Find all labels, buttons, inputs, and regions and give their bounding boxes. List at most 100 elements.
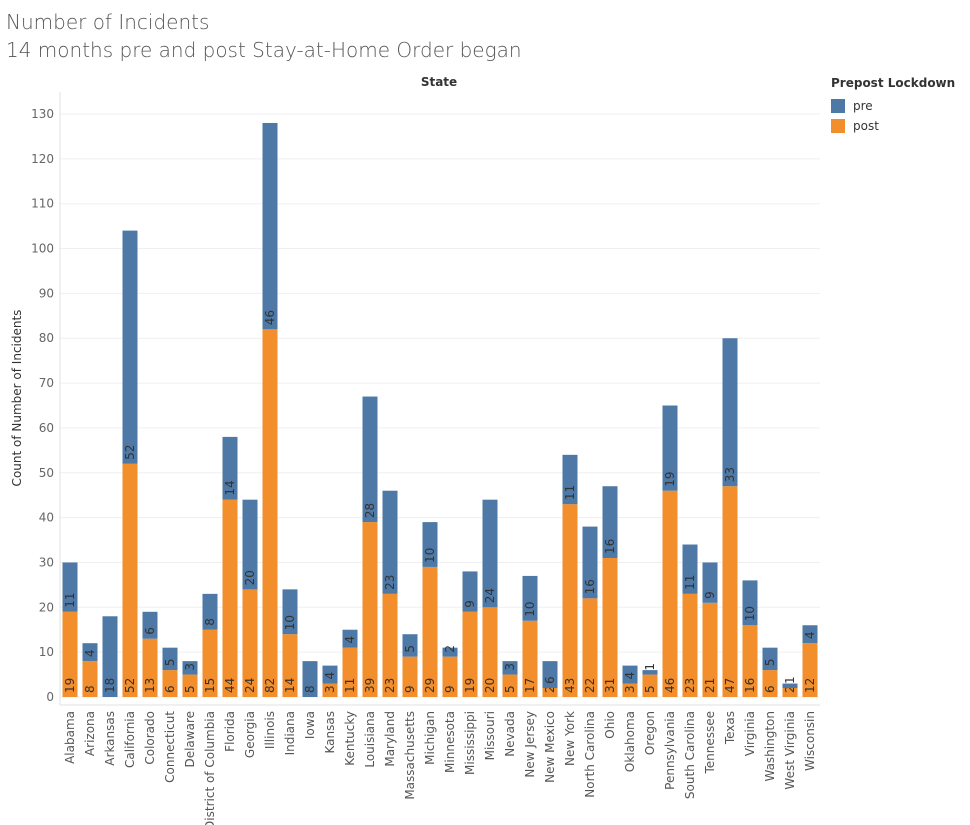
x-tick-label: Mississippi	[463, 711, 477, 775]
bar-post[interactable]	[242, 589, 258, 697]
y-tick-label: 110	[31, 197, 54, 211]
y-tick-label: 50	[39, 466, 54, 480]
legend-item-post[interactable]: post	[831, 116, 955, 136]
bar-pre[interactable]	[82, 643, 98, 662]
bar-post[interactable]	[122, 463, 138, 697]
bar-post[interactable]	[142, 638, 158, 697]
bar-post[interactable]	[362, 522, 378, 697]
bar-post[interactable]	[382, 593, 398, 697]
legend-item-pre[interactable]: pre	[831, 96, 955, 116]
bar-post[interactable]	[162, 670, 178, 697]
bar-pre[interactable]	[222, 436, 238, 500]
bar-pre[interactable]	[682, 544, 698, 594]
bar-pre[interactable]	[362, 396, 378, 523]
bar-pre[interactable]	[122, 230, 138, 464]
bar-pre[interactable]	[482, 499, 498, 608]
bar-post[interactable]	[522, 620, 538, 697]
bar-pre[interactable]	[442, 647, 458, 657]
bar-pre[interactable]	[522, 575, 538, 621]
bar-pre[interactable]	[742, 580, 758, 626]
bar-pre[interactable]	[702, 562, 718, 603]
bar-pre[interactable]	[422, 522, 438, 567]
legend-label-pre: pre	[853, 99, 873, 113]
bar-pre[interactable]	[102, 616, 118, 697]
bar-post[interactable]	[622, 683, 638, 697]
bar-pre[interactable]	[202, 593, 218, 630]
bar-post[interactable]	[282, 634, 298, 697]
bar-pre[interactable]	[62, 562, 78, 612]
bar-post[interactable]	[562, 504, 578, 697]
bar-post[interactable]	[542, 688, 558, 697]
x-tick-label: North Carolina	[583, 711, 597, 798]
legend-swatch-post	[831, 119, 845, 133]
bar-post[interactable]	[642, 674, 658, 697]
bar-pre[interactable]	[262, 122, 278, 330]
bar-post[interactable]	[722, 486, 738, 697]
bar-post[interactable]	[342, 647, 358, 697]
bar-post[interactable]	[662, 490, 678, 697]
legend-swatch-pre	[831, 99, 845, 113]
data-label-post: 9	[443, 685, 457, 693]
bar-pre[interactable]	[722, 338, 738, 487]
bar-pre[interactable]	[322, 665, 338, 684]
x-tick-label: California	[123, 711, 137, 768]
bar-pre[interactable]	[382, 490, 398, 594]
bar-pre[interactable]	[242, 499, 258, 590]
bar-post[interactable]	[82, 661, 98, 697]
bar-pre[interactable]	[282, 589, 298, 635]
y-axis: 0 10 20 30 40 50 60 70 80 90 100 110 120 130	[31, 92, 61, 705]
bar-post[interactable]	[802, 643, 818, 697]
bar-post[interactable]	[322, 683, 338, 697]
bar-post[interactable]	[402, 656, 418, 697]
bar-pre[interactable]	[562, 454, 578, 505]
x-tick-label: Virginia	[743, 711, 757, 756]
bar-pre[interactable]	[182, 661, 198, 675]
bar-post[interactable]	[222, 499, 238, 697]
x-tick-label: Ohio	[603, 711, 617, 739]
bar-post[interactable]	[582, 598, 598, 697]
bar-pre[interactable]	[782, 683, 798, 689]
legend-label-post: post	[853, 119, 879, 133]
bar-pre[interactable]	[622, 665, 638, 684]
bar-post[interactable]	[702, 602, 718, 697]
bar-post[interactable]	[482, 607, 498, 697]
y-tick-label: 10	[39, 645, 54, 659]
bar-pre[interactable]	[502, 661, 518, 675]
bar-pre[interactable]	[162, 647, 178, 671]
bar-post[interactable]	[502, 674, 518, 697]
bar-pre[interactable]	[342, 629, 358, 648]
bar-post[interactable]	[422, 566, 438, 697]
y-tick-label: 20	[39, 600, 54, 614]
x-tick-label: Maryland	[383, 711, 397, 767]
bar-pre[interactable]	[602, 486, 618, 558]
data-label-pre: 3	[503, 663, 517, 671]
bar-post[interactable]	[762, 670, 778, 697]
bar-post[interactable]	[262, 329, 278, 697]
bar-post[interactable]	[782, 688, 798, 697]
data-label-pre: 10	[283, 615, 297, 630]
bar-pre[interactable]	[802, 625, 818, 644]
data-label-pre: 9	[463, 600, 477, 608]
bar-post[interactable]	[462, 611, 478, 697]
bar-pre[interactable]	[762, 647, 778, 671]
bar-post[interactable]	[742, 625, 758, 697]
x-tick-label: Iowa	[303, 711, 317, 739]
bar-post[interactable]	[182, 674, 198, 697]
bar-pre[interactable]	[642, 670, 658, 675]
bar-post[interactable]	[202, 629, 218, 697]
bar-post[interactable]	[682, 593, 698, 697]
bar-post[interactable]	[602, 557, 618, 697]
bar-post[interactable]	[62, 611, 78, 697]
legend-title: Prepost Lockdown	[831, 76, 956, 90]
y-tick-label: 60	[39, 421, 54, 435]
bar-pre[interactable]	[142, 611, 158, 639]
x-tick-label: Minnesota	[443, 711, 457, 773]
bar-pre[interactable]	[542, 661, 558, 689]
bar-pre[interactable]	[402, 634, 418, 657]
column-header: State	[421, 75, 457, 89]
bar-pre[interactable]	[582, 526, 598, 599]
bar-pre[interactable]	[462, 571, 478, 612]
bar-pre[interactable]	[302, 661, 318, 697]
bar-pre[interactable]	[662, 405, 678, 491]
bar-post[interactable]	[442, 656, 458, 697]
